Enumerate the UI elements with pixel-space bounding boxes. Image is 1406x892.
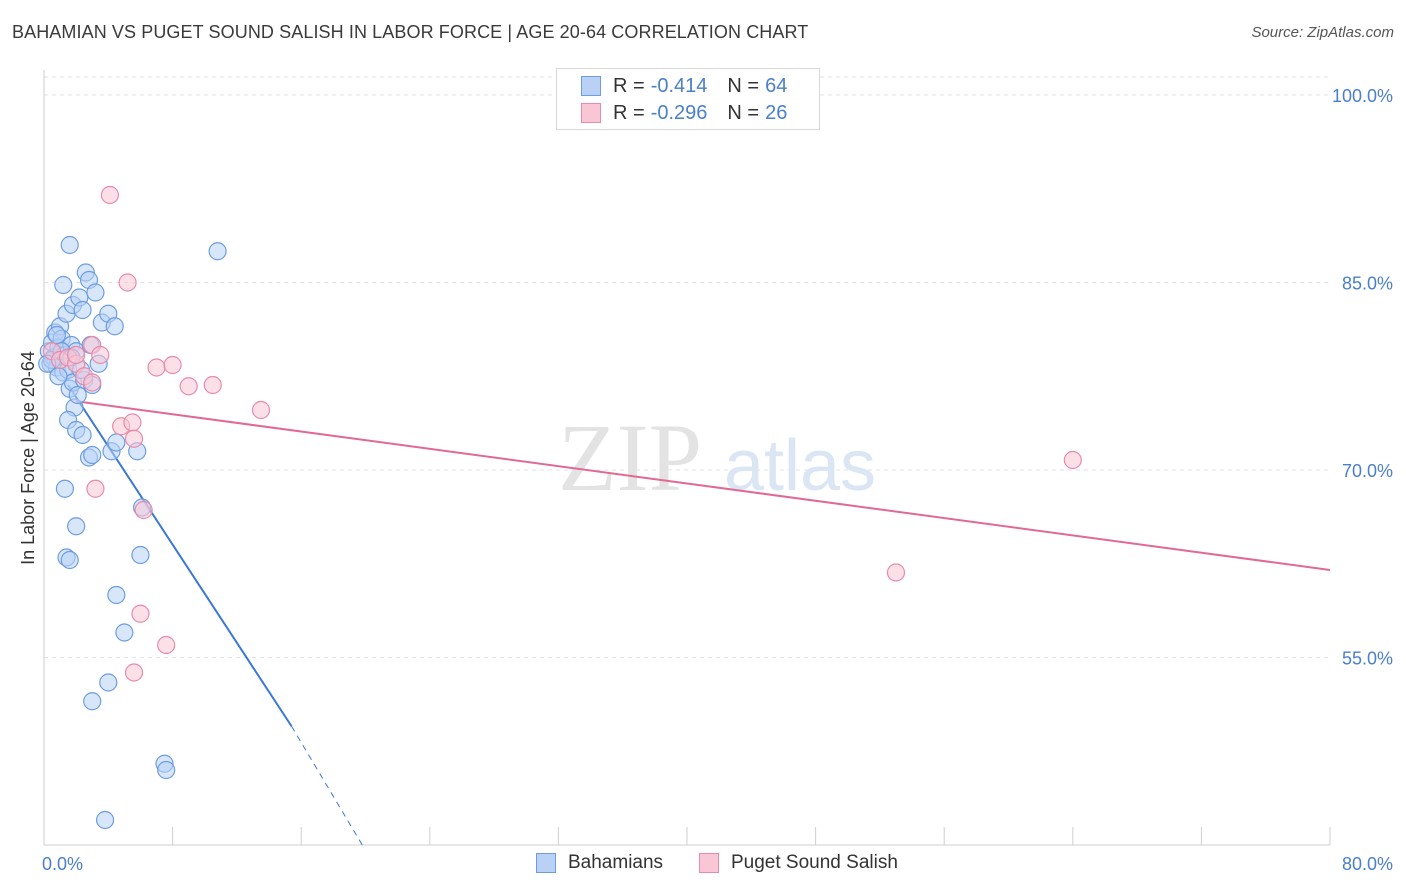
trend-line-bahamians: [67, 384, 293, 727]
n-value-bahamians: 64: [765, 74, 788, 97]
bottom-legend-label-bahamians: Bahamians: [568, 852, 664, 873]
point-salish: [131, 604, 150, 623]
bottom-legend-label-salish: Puget Sound Salish: [731, 852, 898, 873]
point-bahamians: [208, 242, 227, 261]
y-tick-label: 100.0%: [1332, 86, 1393, 106]
point-salish: [100, 185, 120, 205]
point-salish: [83, 373, 102, 392]
axes: [43, 70, 1331, 846]
bottom-legend-bahamians: Bahamians: [536, 852, 663, 874]
x-tick-label-min: 0.0%: [42, 854, 83, 874]
point-bahamians: [131, 545, 150, 565]
point-bahamians: [68, 385, 87, 405]
point-bahamians: [105, 317, 124, 336]
grid-lines: [44, 76, 1330, 658]
trend-lines: [67, 384, 1331, 846]
y-tick-label: 85.0%: [1342, 274, 1393, 294]
point-bahamians: [95, 810, 115, 830]
point-bahamians: [67, 517, 86, 536]
point-salish: [123, 413, 142, 432]
point-bahamians: [73, 300, 92, 320]
legend-swatch-bahamians: [581, 76, 601, 96]
point-bahamians: [107, 585, 126, 605]
tick-labels: 55.0% 70.0% 85.0% 100.0% 0.0% 80.0%: [42, 86, 1393, 874]
legend-swatch-salish: [581, 103, 601, 123]
legend-row-bahamians: R = -0.414 N = 64: [581, 73, 787, 99]
x-tick-label-max: 80.0%: [1342, 854, 1393, 874]
r-value-salish: -0.296: [650, 101, 708, 124]
point-bahamians: [83, 692, 102, 711]
point-bahamians: [157, 760, 176, 780]
point-salish: [134, 500, 153, 520]
point-salish: [251, 400, 271, 420]
watermark: ZIP atlas: [558, 404, 876, 511]
correlation-legend: R = -0.414 N = 64 R = -0.296 N = 26: [556, 68, 820, 130]
point-bahamians: [86, 283, 105, 302]
n-value-salish: 26: [765, 101, 788, 124]
point-salish: [147, 358, 166, 377]
point-salish: [163, 355, 182, 375]
r-label: R =: [613, 74, 645, 97]
bottom-legend-salish: Puget Sound Salish: [699, 852, 898, 874]
point-bahamians: [60, 550, 79, 570]
y-tick-label: 55.0%: [1342, 649, 1393, 669]
point-salish: [157, 635, 176, 655]
point-bahamians: [115, 623, 134, 642]
trend-line-bahamians-extension: [291, 725, 363, 846]
point-salish: [124, 429, 144, 448]
data-points: [38, 185, 1082, 830]
point-bahamians: [60, 235, 79, 255]
n-label: N =: [727, 101, 760, 124]
chart-title: BAHAMIAN VS PUGET SOUND SALISH IN LABOR …: [12, 22, 809, 42]
legend-row-salish: R = -0.296 N = 26: [581, 100, 787, 126]
point-salish: [91, 345, 110, 365]
bottom-swatch-salish: [699, 853, 719, 873]
watermark-atlas: atlas: [724, 426, 876, 506]
point-bahamians: [47, 325, 66, 345]
n-label: N =: [727, 74, 760, 97]
source-credit: Source: ZipAtlas.com: [1251, 24, 1394, 41]
bottom-swatch-bahamians: [536, 853, 556, 873]
point-salish: [203, 375, 222, 395]
point-salish: [124, 663, 144, 682]
r-label: R =: [613, 101, 645, 124]
r-value-bahamians: -0.414: [650, 74, 708, 97]
point-salish: [86, 479, 105, 498]
point-salish: [886, 563, 906, 582]
point-bahamians: [99, 673, 118, 692]
point-bahamians: [73, 425, 92, 445]
point-bahamians: [49, 367, 68, 386]
point-salish: [1063, 450, 1082, 470]
y-tick-label: 70.0%: [1342, 461, 1393, 481]
point-salish: [179, 377, 198, 396]
trend-line-salish: [76, 400, 1331, 571]
point-bahamians: [55, 479, 74, 498]
point-bahamians: [83, 445, 102, 465]
point-bahamians: [107, 433, 126, 452]
point-salish: [67, 345, 86, 365]
point-salish: [118, 273, 137, 292]
watermark-zip: ZIP: [558, 404, 702, 511]
y-axis-label: In Labor Force | Age 20-64: [18, 351, 38, 565]
point-bahamians: [54, 275, 73, 295]
